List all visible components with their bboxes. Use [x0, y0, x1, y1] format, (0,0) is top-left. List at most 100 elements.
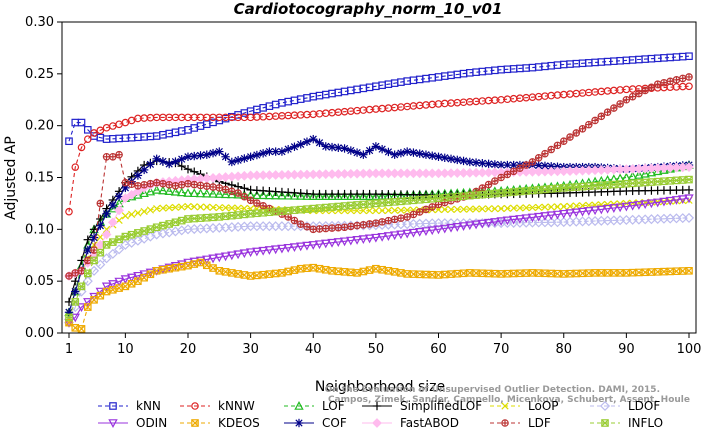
- data-point: [497, 189, 505, 197]
- data-point: [133, 171, 143, 180]
- data-point: [372, 219, 380, 227]
- data-point: [315, 225, 324, 233]
- data-point: [347, 201, 355, 210]
- legend-item-knn: kNN: [98, 399, 161, 413]
- data-point: [271, 100, 280, 109]
- data-point: [96, 248, 105, 257]
- data-point: [535, 203, 543, 211]
- data-point: [315, 138, 324, 147]
- series-ldf: [65, 73, 693, 280]
- data-point: [328, 267, 336, 275]
- data-point: [333, 238, 343, 247]
- data-point: [458, 222, 469, 231]
- data-point: [347, 222, 355, 231]
- data-point: [240, 154, 249, 163]
- data-point: [190, 214, 199, 223]
- data-point: [71, 269, 80, 277]
- data-point: [227, 251, 237, 261]
- legend-marker: [191, 402, 199, 410]
- data-point: [128, 210, 136, 219]
- data-point: [672, 176, 681, 185]
- data-point: [527, 213, 538, 223]
- data-point: [685, 82, 693, 91]
- data-point: [209, 264, 217, 272]
- data-point: [503, 170, 512, 179]
- data-point: [484, 159, 493, 169]
- series-line-odin: [68, 197, 690, 324]
- data-point: [365, 200, 374, 208]
- y-tick-label: 0.25: [25, 67, 54, 82]
- data-point: [302, 241, 312, 251]
- data-point: [195, 188, 206, 198]
- data-point: [497, 204, 505, 213]
- y-tick-label: 0.30: [25, 15, 54, 30]
- data-point: [258, 190, 268, 200]
- data-point: [635, 268, 643, 277]
- data-point: [283, 190, 293, 200]
- data-point: [397, 206, 405, 214]
- data-point: [358, 235, 369, 245]
- data-point: [90, 256, 98, 265]
- data-point: [284, 206, 292, 215]
- data-point: [522, 187, 530, 195]
- data-point: [339, 191, 350, 200]
- data-point: [364, 234, 375, 244]
- legend-item-ldf: LDF: [490, 416, 551, 430]
- data-point: [196, 181, 205, 190]
- data-point: [434, 200, 443, 209]
- data-point: [183, 152, 193, 161]
- data-point: [228, 204, 236, 212]
- legend-item-fastabod: FastABOD: [362, 416, 459, 430]
- y-tick-label: 0.10: [25, 222, 54, 237]
- data-point: [76, 303, 87, 313]
- data-point: [89, 233, 99, 242]
- data-point: [114, 205, 125, 216]
- data-point: [678, 176, 687, 184]
- data-point: [497, 173, 505, 182]
- data-point: [346, 146, 356, 155]
- data-point: [484, 180, 493, 189]
- data-point: [340, 202, 349, 210]
- data-point: [227, 157, 237, 167]
- data-point: [660, 177, 668, 186]
- data-point: [327, 238, 337, 248]
- data-point: [202, 150, 211, 159]
- data-point: [71, 163, 80, 171]
- data-point: [140, 227, 148, 235]
- data-point: [459, 205, 468, 213]
- data-point: [340, 144, 349, 153]
- data-point: [115, 120, 123, 129]
- data-point: [365, 207, 374, 215]
- data-point: [328, 203, 336, 211]
- data-point: [334, 223, 343, 232]
- data-point: [522, 161, 530, 169]
- data-point: [446, 223, 456, 233]
- data-point: [109, 238, 117, 246]
- data-point: [359, 200, 368, 209]
- data-point: [171, 263, 180, 272]
- data-point: [158, 185, 168, 195]
- data-point: [314, 240, 325, 250]
- data-point: [189, 188, 199, 198]
- data-point: [672, 76, 681, 84]
- data-point: [102, 241, 111, 249]
- data-point: [371, 191, 381, 200]
- data-point: [685, 73, 693, 81]
- data-point: [140, 273, 148, 282]
- data-point: [453, 269, 462, 278]
- data-point: [214, 253, 225, 263]
- data-point: [177, 180, 186, 189]
- data-point: [685, 267, 693, 275]
- data-point: [209, 213, 217, 222]
- y-axis: 0.00 0.05 0.10 0.15 0.20 0.25 0.30: [25, 15, 62, 341]
- data-point: [183, 165, 193, 174]
- data-point: [102, 209, 111, 218]
- data-point: [602, 204, 613, 214]
- data-point: [284, 213, 292, 221]
- data-point: [471, 158, 481, 167]
- data-point: [547, 269, 556, 278]
- data-point: [391, 206, 399, 214]
- data-point: [233, 156, 243, 165]
- data-point: [190, 180, 199, 189]
- credit-line-2: Campos, Zimek, Sander, Campello, Micenko…: [328, 395, 690, 405]
